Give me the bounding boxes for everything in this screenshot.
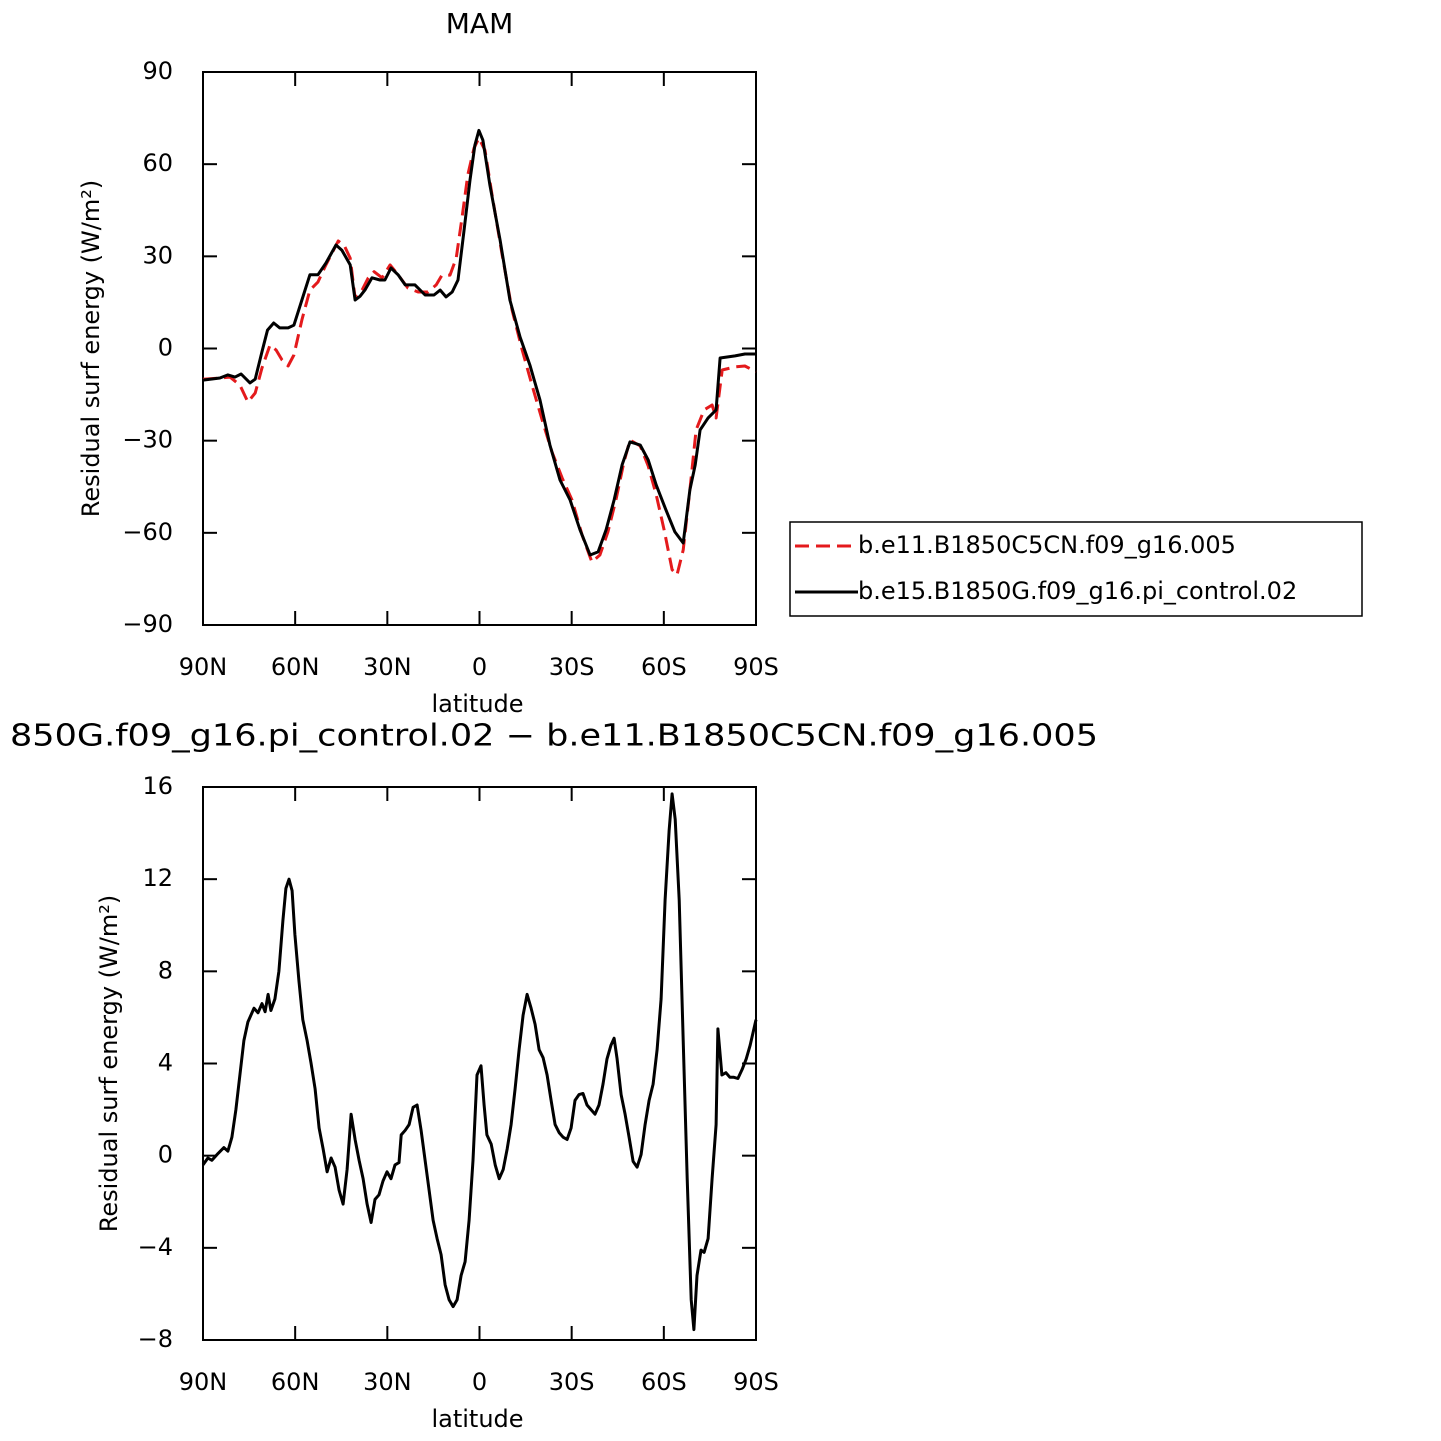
x-tick-label: 0 — [472, 653, 487, 681]
x-tick-label: 90S — [733, 1368, 779, 1396]
y-axis-label: Residual surf energy (W/m²) — [95, 895, 123, 1232]
y-tick-label: 16 — [142, 772, 173, 800]
y-tick-label: 60 — [142, 149, 173, 177]
series-line — [201, 792, 758, 1332]
x-tick-label: 30S — [549, 653, 595, 681]
y-tick-label: 12 — [142, 864, 173, 892]
y-tick-label: 90 — [142, 57, 173, 85]
x-tick-label: 60N — [271, 1368, 320, 1396]
chart-title: 850G.f09_g16.pi_control.02 − b.e11.B1850… — [10, 719, 1098, 754]
legend-label: b.e15.B1850G.f09_g16.pi_control.02 — [858, 577, 1297, 605]
x-tick-label: 30N — [363, 653, 412, 681]
y-tick-label: −30 — [122, 426, 173, 454]
y-tick-label: 0 — [158, 334, 173, 362]
legend-box — [789, 521, 1363, 617]
x-axis-label: latitude — [431, 690, 523, 718]
y-tick-label: 4 — [158, 1049, 173, 1077]
plot-frame — [202, 786, 757, 1341]
y-tick-label: −90 — [122, 610, 173, 638]
chart-title: MAM — [446, 7, 513, 40]
series-line — [202, 136, 757, 577]
x-tick-label: 30N — [363, 1368, 412, 1396]
y-tick-label: 8 — [158, 956, 173, 984]
legend-label: b.e11.B1850C5CN.f09_g16.005 — [858, 531, 1236, 559]
x-tick-label: 60N — [271, 653, 320, 681]
x-tick-label: 60S — [641, 1368, 687, 1396]
x-tick-label: 90N — [179, 1368, 228, 1396]
y-tick-label: 30 — [142, 241, 173, 269]
y-tick-label: −8 — [138, 1325, 173, 1353]
y-tick-label: −4 — [138, 1233, 173, 1261]
series-line — [202, 128, 756, 557]
x-axis-label: latitude — [431, 1405, 523, 1433]
y-tick-label: 0 — [158, 1141, 173, 1169]
x-tick-label: 90N — [179, 653, 228, 681]
plot-frame — [202, 71, 757, 626]
y-tick-label: −60 — [122, 518, 173, 546]
x-tick-label: 0 — [472, 1368, 487, 1396]
x-tick-label: 90S — [733, 653, 779, 681]
y-axis-label: Residual surf energy (W/m²) — [77, 180, 105, 517]
x-tick-label: 30S — [549, 1368, 595, 1396]
x-tick-label: 60S — [641, 653, 687, 681]
